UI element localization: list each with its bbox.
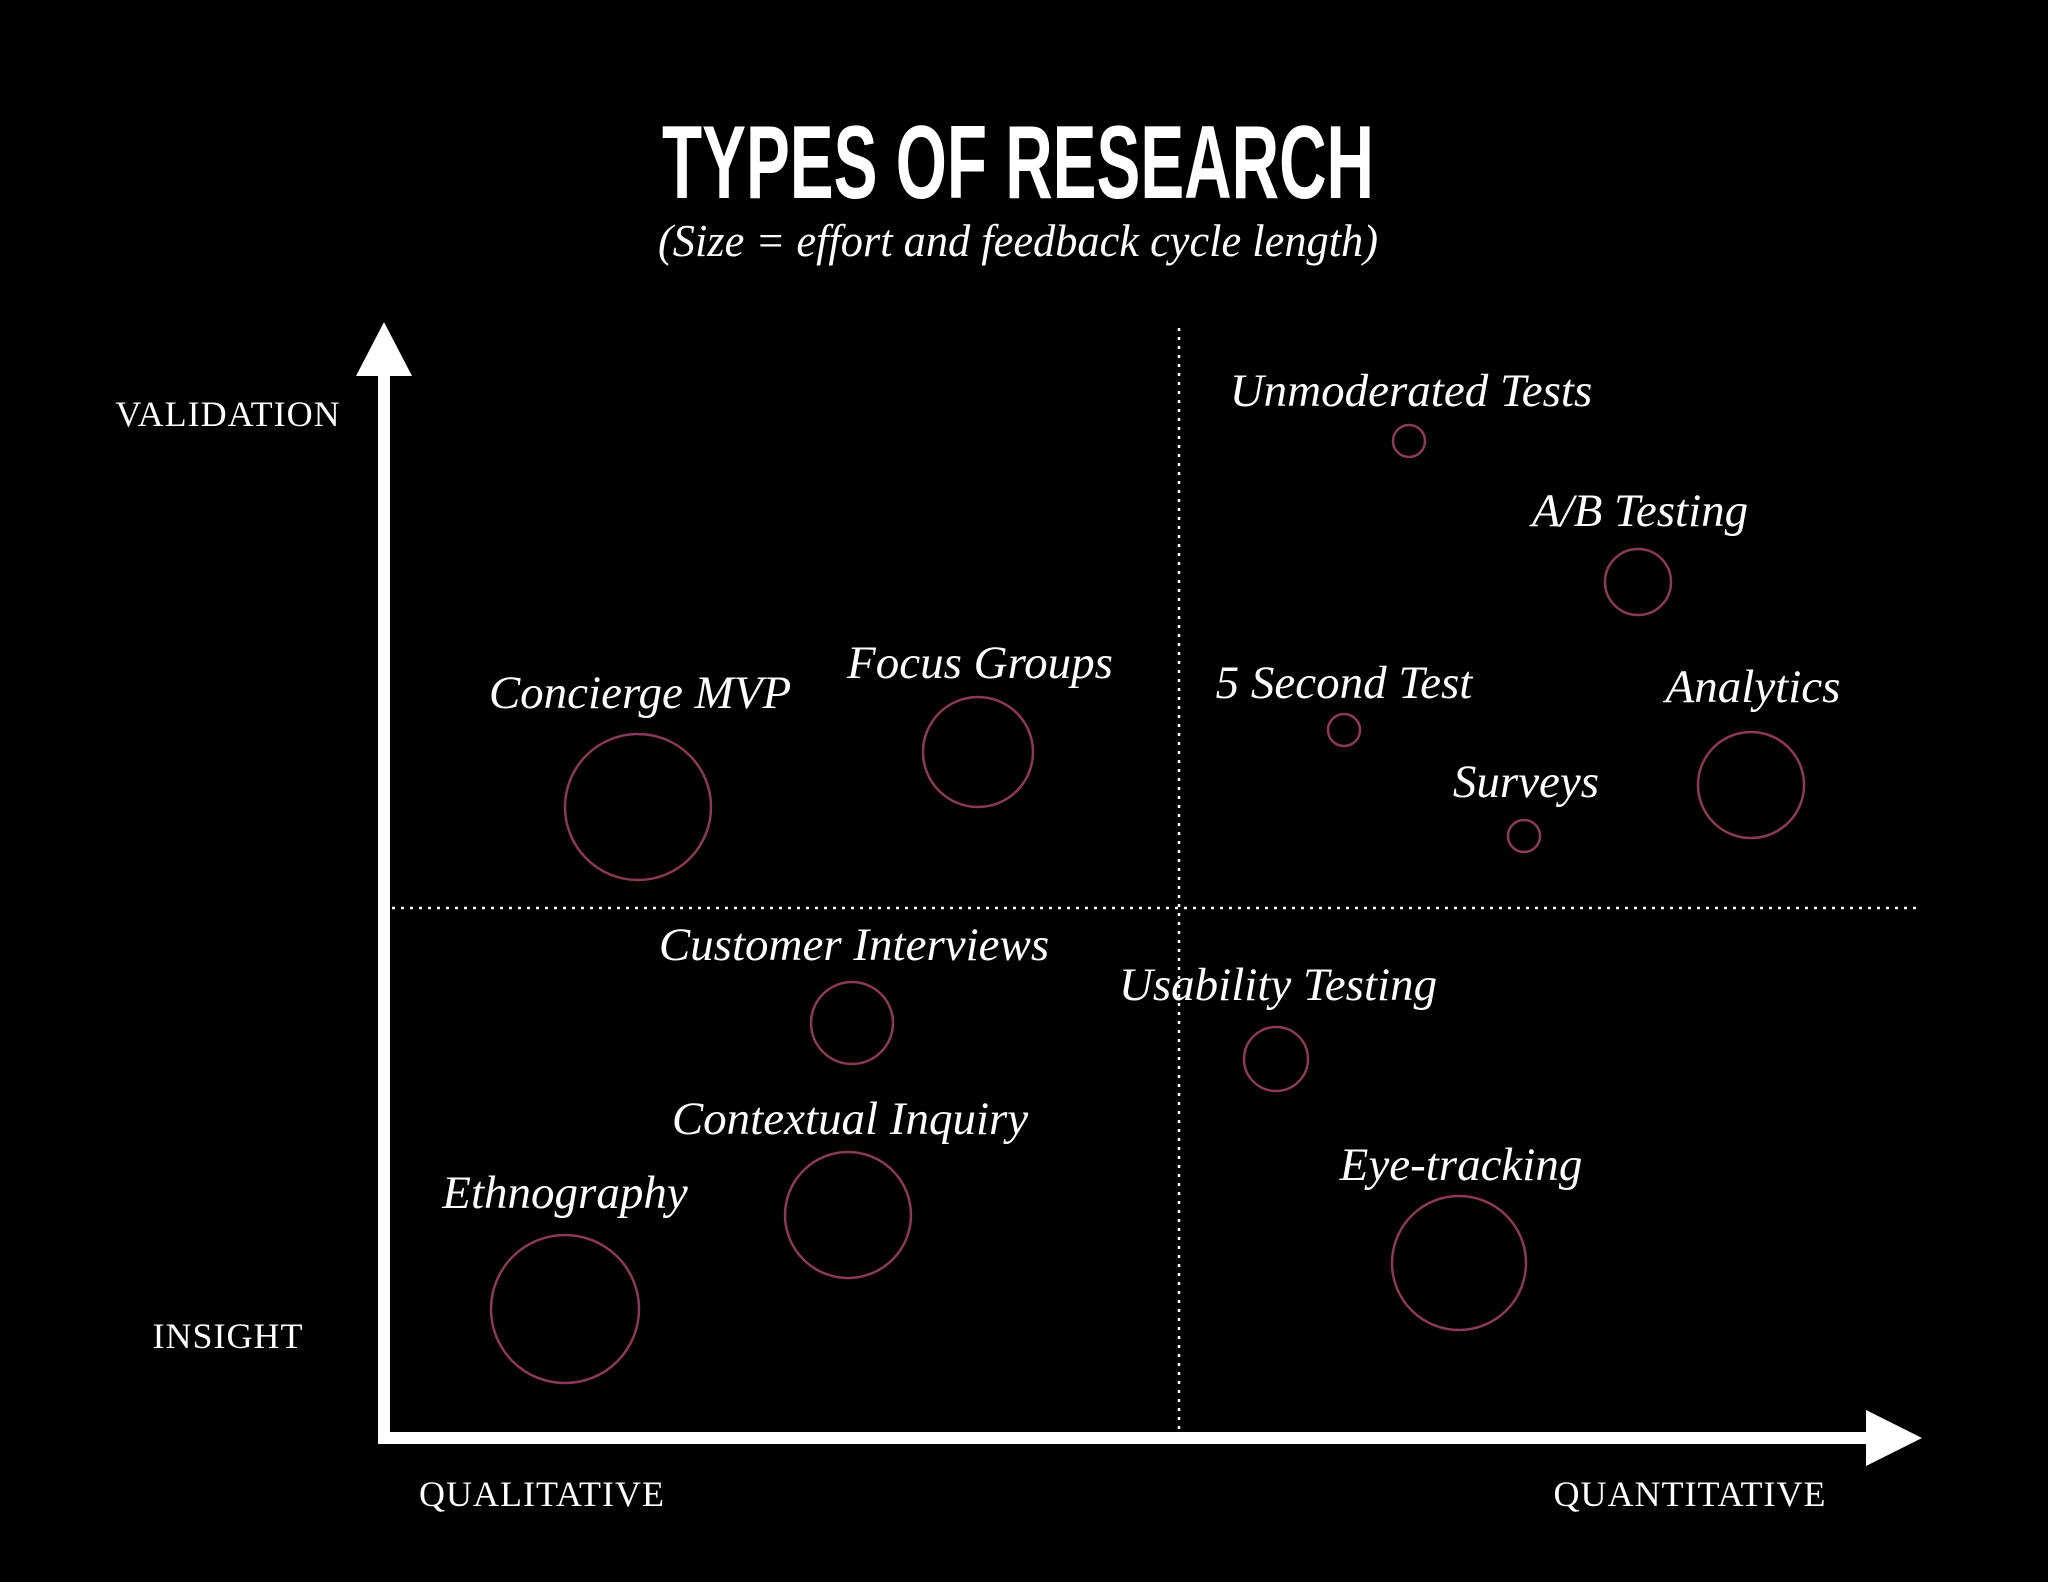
method-ethnography: Ethnography xyxy=(441,1167,688,1385)
method-unmoderated-tests: Unmoderated Tests xyxy=(1230,365,1593,459)
method-label: Usability Testing xyxy=(1119,959,1437,1011)
method-label: Unmoderated Tests xyxy=(1230,365,1593,417)
method-5-second-test: 5 Second Test xyxy=(1216,657,1474,748)
y-axis-arrowhead xyxy=(356,322,412,376)
x-axis-right-label: QUANTITATIVE xyxy=(1553,1474,1826,1514)
method-label: Eye-tracking xyxy=(1339,1139,1583,1191)
method-bubble xyxy=(921,695,1035,809)
method-bubble xyxy=(1603,547,1673,617)
method-focus-groups: Focus Groups xyxy=(846,637,1113,809)
method-analytics: Analytics xyxy=(1663,661,1841,840)
method-bubble xyxy=(1326,712,1362,748)
method-bubble xyxy=(783,1150,913,1280)
page-subtitle: (Size = effort and feedback cycle length… xyxy=(658,215,1378,266)
page-title: TYPES OF RESEARCH xyxy=(662,105,1374,221)
method-bubble xyxy=(1506,818,1542,854)
method-label: Contextual Inquiry xyxy=(672,1093,1028,1145)
method-label: Customer Interviews xyxy=(659,919,1049,971)
method-label: Surveys xyxy=(1453,756,1599,808)
method-bubble xyxy=(1696,730,1806,840)
method-label: Ethnography xyxy=(441,1167,688,1219)
method-concierge-mvp: Concierge MVP xyxy=(489,667,791,882)
method-ab-testing: A/B Testing xyxy=(1529,485,1748,617)
method-usability-testing: Usability Testing xyxy=(1119,959,1437,1093)
method-bubble xyxy=(489,1233,641,1385)
method-bubble xyxy=(1391,423,1427,459)
method-label: Analytics xyxy=(1663,661,1841,713)
method-bubble xyxy=(1390,1194,1528,1332)
method-customer-interviews: Customer Interviews xyxy=(659,919,1049,1066)
method-label: A/B Testing xyxy=(1529,485,1748,537)
method-label: Concierge MVP xyxy=(489,667,791,719)
method-contextual-inquiry: Contextual Inquiry xyxy=(672,1093,1028,1280)
method-label: Focus Groups xyxy=(846,637,1113,689)
method-bubble xyxy=(809,980,895,1066)
y-axis-top-label: VALIDATION xyxy=(115,394,340,434)
method-eye-tracking: Eye-tracking xyxy=(1339,1139,1583,1332)
method-bubble xyxy=(1242,1025,1310,1093)
y-axis-bottom-label: INSIGHT xyxy=(153,1316,304,1356)
method-label: 5 Second Test xyxy=(1216,657,1474,709)
x-axis-arrowhead xyxy=(1866,1410,1922,1466)
method-surveys: Surveys xyxy=(1453,756,1599,854)
method-bubble xyxy=(563,732,713,882)
x-axis-left-label: QUALITATIVE xyxy=(419,1474,665,1514)
